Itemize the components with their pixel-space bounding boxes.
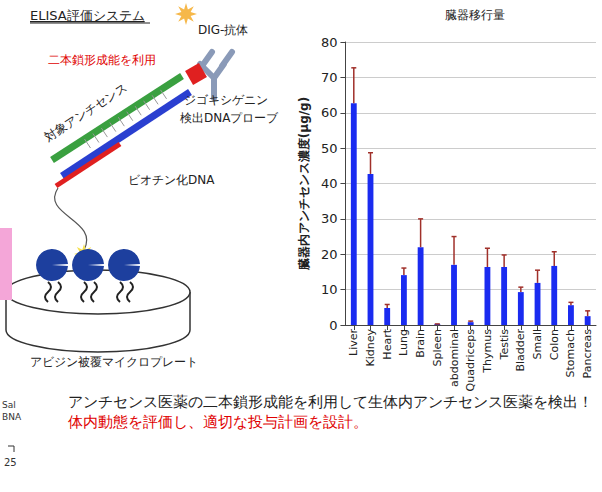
svg-text:臓器移行量: 臓器移行量 bbox=[445, 8, 505, 22]
svg-text:Liver: Liver bbox=[347, 329, 360, 356]
svg-text:ビオチン化DNA: ビオチン化DNA bbox=[128, 173, 215, 187]
svg-text:二本鎖形成能を利用: 二本鎖形成能を利用 bbox=[48, 53, 156, 67]
svg-text:Colon: Colon bbox=[548, 329, 561, 360]
svg-text:Heart: Heart bbox=[381, 328, 394, 359]
svg-text:ELISA評価システム: ELISA評価システム bbox=[30, 8, 145, 23]
svg-text:ジゴキシゲニン: ジゴキシゲニン bbox=[184, 93, 268, 107]
svg-text:Lung: Lung bbox=[397, 329, 410, 356]
svg-text:Quadriceps: Quadriceps bbox=[464, 329, 477, 392]
svg-text:20: 20 bbox=[321, 247, 338, 262]
svg-text:Brain: Brain bbox=[414, 329, 427, 358]
svg-text:Pancreas: Pancreas bbox=[581, 329, 594, 379]
svg-text:Thymus: Thymus bbox=[481, 329, 494, 374]
svg-text:Bladder: Bladder bbox=[514, 329, 527, 372]
svg-text:臓器内アンチセンス濃度(µg/g): 臓器内アンチセンス濃度(µg/g) bbox=[297, 97, 311, 271]
svg-text:70: 70 bbox=[321, 70, 338, 85]
svg-text:Kidney: Kidney bbox=[364, 329, 377, 367]
svg-text:80: 80 bbox=[321, 35, 338, 50]
svg-text:40: 40 bbox=[321, 176, 338, 191]
html-text:アンチセンス医薬の二本鎖形成能を利用して生体内アンチセンス医: アンチセンス医薬の二本鎖形成能を利用して生体内アンチセンス医薬を検出！ bbox=[68, 393, 593, 411]
svg-text:50: 50 bbox=[321, 141, 338, 156]
svg-text:Small: Small bbox=[531, 329, 544, 360]
html-text:体内動態を評価し、適切な投与計画を設計。: 体内動態を評価し、適切な投与計画を設計。 bbox=[68, 413, 368, 431]
svg-text:Spleen: Spleen bbox=[431, 329, 444, 367]
svg-text:25: 25 bbox=[4, 457, 17, 468]
svg-text:Sal: Sal bbox=[2, 400, 16, 410]
svg-text:Testis: Testis bbox=[498, 329, 511, 361]
svg-text:検出DNAプローブ: 検出DNAプローブ bbox=[180, 111, 279, 125]
svg-text:abdominal: abdominal bbox=[448, 329, 461, 387]
svg-text:対象アンチセンス: 対象アンチセンス bbox=[42, 80, 130, 144]
svg-text:0: 0 bbox=[329, 318, 337, 333]
svg-text:30: 30 bbox=[321, 211, 338, 226]
svg-text:DIG-抗体: DIG-抗体 bbox=[198, 23, 248, 37]
svg-text:BNA: BNA bbox=[2, 412, 22, 422]
svg-text:10: 10 bbox=[321, 282, 338, 297]
svg-text:Stomach: Stomach bbox=[564, 329, 577, 378]
svg-text:アビジン被覆マイクロプレート: アビジン被覆マイクロプレート bbox=[30, 355, 198, 369]
svg-text:60: 60 bbox=[321, 105, 338, 120]
